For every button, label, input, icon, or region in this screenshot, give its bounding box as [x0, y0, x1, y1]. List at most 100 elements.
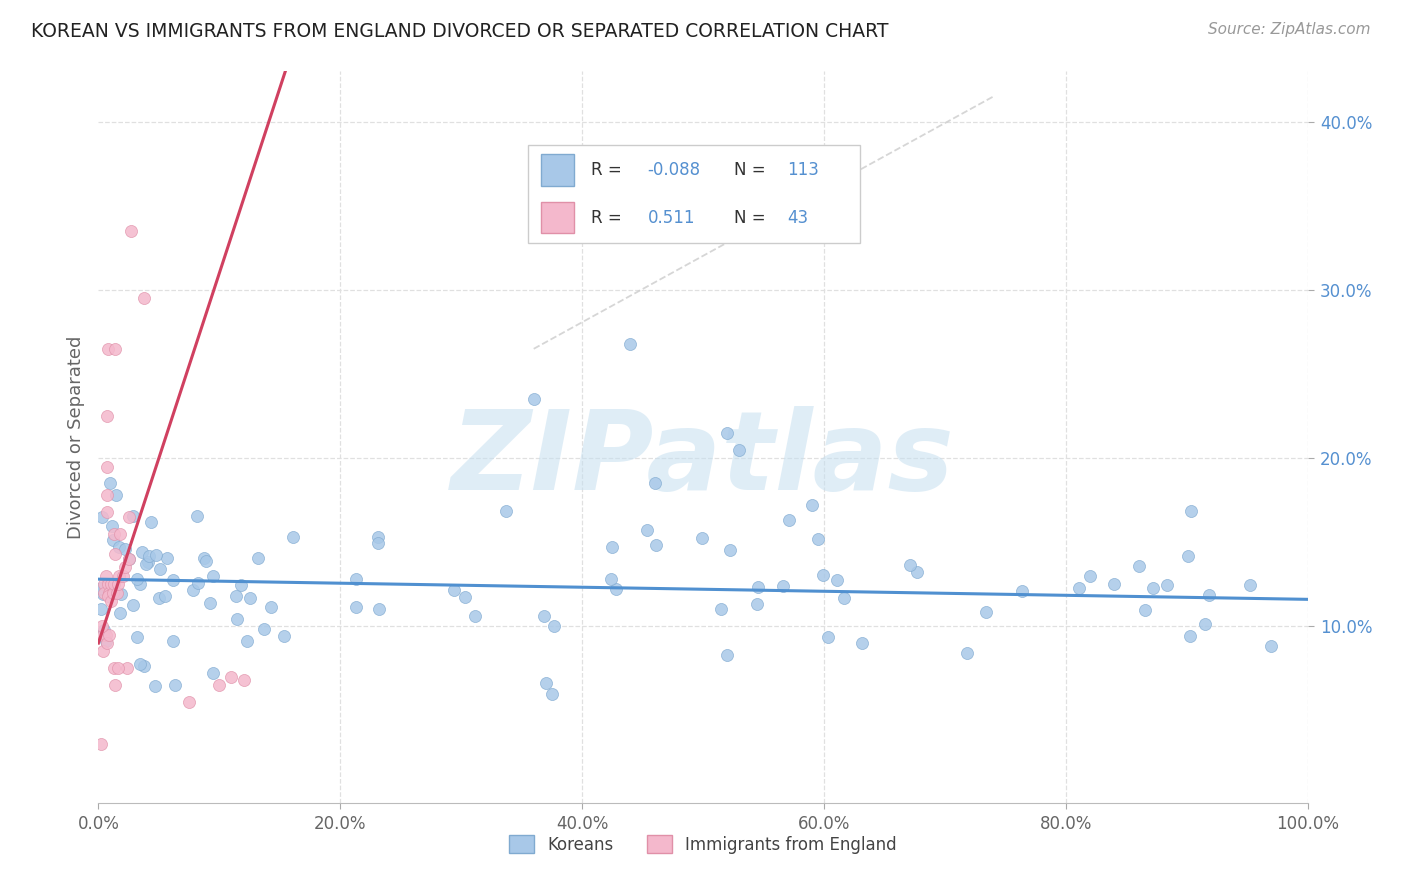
Point — [817, 630, 839, 644]
Point — [745, 598, 768, 612]
Point — [1156, 578, 1178, 592]
Point — [710, 602, 733, 616]
Point — [540, 686, 562, 700]
Point — [103, 533, 125, 547]
Point — [90, 737, 112, 751]
Point — [1260, 640, 1282, 654]
Point — [108, 526, 131, 541]
Point — [121, 508, 143, 523]
Point — [117, 661, 139, 675]
Point — [974, 605, 997, 619]
Point — [464, 608, 486, 623]
Point — [149, 562, 172, 576]
Point — [179, 695, 201, 709]
Point — [273, 629, 295, 643]
Legend: Koreans, Immigrants from England: Koreans, Immigrants from England — [502, 829, 904, 860]
Point — [534, 676, 557, 690]
Point — [454, 590, 477, 604]
Point — [747, 580, 769, 594]
Point — [644, 476, 666, 491]
Point — [120, 224, 142, 238]
Point — [851, 636, 873, 650]
Point — [778, 513, 800, 527]
Point — [956, 646, 979, 660]
Point — [239, 591, 262, 606]
Point — [367, 536, 389, 550]
Point — [825, 573, 848, 587]
Point — [108, 606, 131, 620]
Point — [523, 392, 546, 407]
Point — [156, 550, 179, 565]
Point — [344, 599, 367, 614]
Y-axis label: Divorced or Separated: Divorced or Separated — [66, 335, 84, 539]
Point — [1239, 578, 1261, 592]
Point — [148, 591, 170, 606]
Point — [139, 516, 162, 530]
Point — [533, 609, 555, 624]
Point — [690, 531, 713, 545]
Point — [1180, 504, 1202, 518]
Point — [104, 678, 127, 692]
Point — [716, 425, 738, 440]
Point — [132, 658, 155, 673]
Point — [104, 342, 127, 356]
Point — [1102, 577, 1125, 591]
Point — [91, 619, 114, 633]
Point — [718, 542, 741, 557]
Point — [96, 409, 118, 423]
Point — [1194, 617, 1216, 632]
Point — [110, 587, 132, 601]
Point — [125, 573, 148, 587]
Point — [599, 572, 621, 586]
Point — [1067, 581, 1090, 595]
Point — [122, 598, 145, 612]
Point — [131, 545, 153, 559]
Point — [716, 648, 738, 662]
Point — [96, 636, 118, 650]
Point — [90, 582, 112, 596]
Point — [1133, 603, 1156, 617]
Point — [97, 589, 120, 603]
Point — [832, 591, 855, 606]
Point — [1011, 584, 1033, 599]
Point — [1180, 629, 1202, 643]
Point — [186, 508, 208, 523]
Point — [208, 678, 231, 692]
Point — [202, 666, 225, 681]
Point — [367, 530, 389, 544]
Point — [91, 587, 114, 601]
Point — [138, 549, 160, 564]
Point — [114, 542, 136, 557]
Point — [495, 504, 517, 518]
Point — [91, 644, 114, 658]
Point — [118, 552, 141, 566]
Point — [97, 577, 120, 591]
Point — [645, 538, 668, 552]
Point — [134, 291, 156, 305]
Point — [96, 488, 118, 502]
Point — [93, 577, 115, 591]
Point — [905, 565, 928, 579]
Point — [103, 661, 125, 675]
Point — [443, 582, 465, 597]
Point — [94, 569, 117, 583]
Point — [772, 579, 794, 593]
Point — [108, 540, 131, 554]
Point — [232, 673, 254, 687]
Point — [246, 550, 269, 565]
Text: Source: ZipAtlas.com: Source: ZipAtlas.com — [1208, 22, 1371, 37]
Text: KOREAN VS IMMIGRANTS FROM ENGLAND DIVORCED OR SEPARATED CORRELATION CHART: KOREAN VS IMMIGRANTS FROM ENGLAND DIVORC… — [31, 22, 889, 41]
Point — [96, 581, 118, 595]
Point — [98, 585, 121, 599]
Point — [162, 573, 184, 587]
Point — [145, 549, 167, 563]
Point — [193, 551, 215, 566]
Point — [108, 569, 131, 583]
Point — [1142, 581, 1164, 595]
Point — [229, 578, 252, 592]
Point — [114, 560, 136, 574]
Point — [800, 498, 823, 512]
Point — [103, 526, 125, 541]
Text: ZIPatlas: ZIPatlas — [451, 406, 955, 513]
Point — [98, 476, 121, 491]
